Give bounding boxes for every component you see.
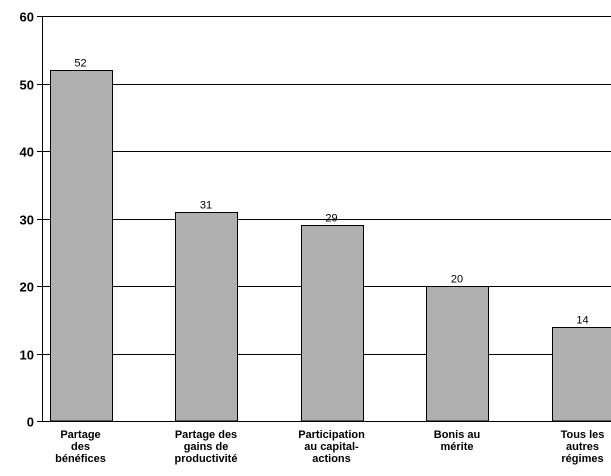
- y-tick-label-20: 20: [20, 280, 34, 295]
- category-label-line: régimes: [561, 453, 603, 465]
- y-tick-label-10: 10: [20, 348, 34, 363]
- category-label-line: des: [71, 441, 90, 453]
- bar-4: [553, 328, 611, 422]
- y-tick-label-0: 0: [27, 415, 34, 430]
- y-tick-label-60: 60: [20, 10, 34, 25]
- category-label-line: au capital-: [304, 441, 359, 453]
- data-label-1: 31: [200, 200, 212, 212]
- category-label-line: actions: [312, 453, 351, 465]
- bar-1: [176, 213, 238, 422]
- y-tick-labels: 0 10 20 30 40 50 60: [20, 10, 34, 430]
- bar-2: [302, 226, 364, 422]
- category-label-line: gains de: [184, 441, 229, 453]
- data-label-2: 29: [325, 213, 337, 225]
- category-label-line: mérite: [440, 441, 473, 453]
- category-label-line: productivité: [175, 453, 238, 465]
- bars: [51, 71, 611, 422]
- data-label-0: 52: [74, 58, 86, 70]
- y-tick-label-50: 50: [20, 78, 34, 93]
- data-label-3: 20: [451, 274, 463, 286]
- y-tick-label-30: 30: [20, 213, 34, 228]
- bar-0: [51, 71, 113, 422]
- category-label-line: Bonis au: [434, 429, 480, 441]
- y-tick-label-40: 40: [20, 145, 34, 160]
- category-label-line: Tous les: [561, 429, 605, 441]
- category-label-line: Partage: [60, 429, 100, 441]
- bar-3: [427, 287, 489, 422]
- category-label-line: autres: [566, 441, 599, 453]
- category-label-line: Participation: [298, 429, 365, 441]
- data-label-4: 14: [576, 315, 588, 327]
- category-label-line: bénéfices: [55, 453, 106, 465]
- category-label-line: Partage des: [175, 429, 237, 441]
